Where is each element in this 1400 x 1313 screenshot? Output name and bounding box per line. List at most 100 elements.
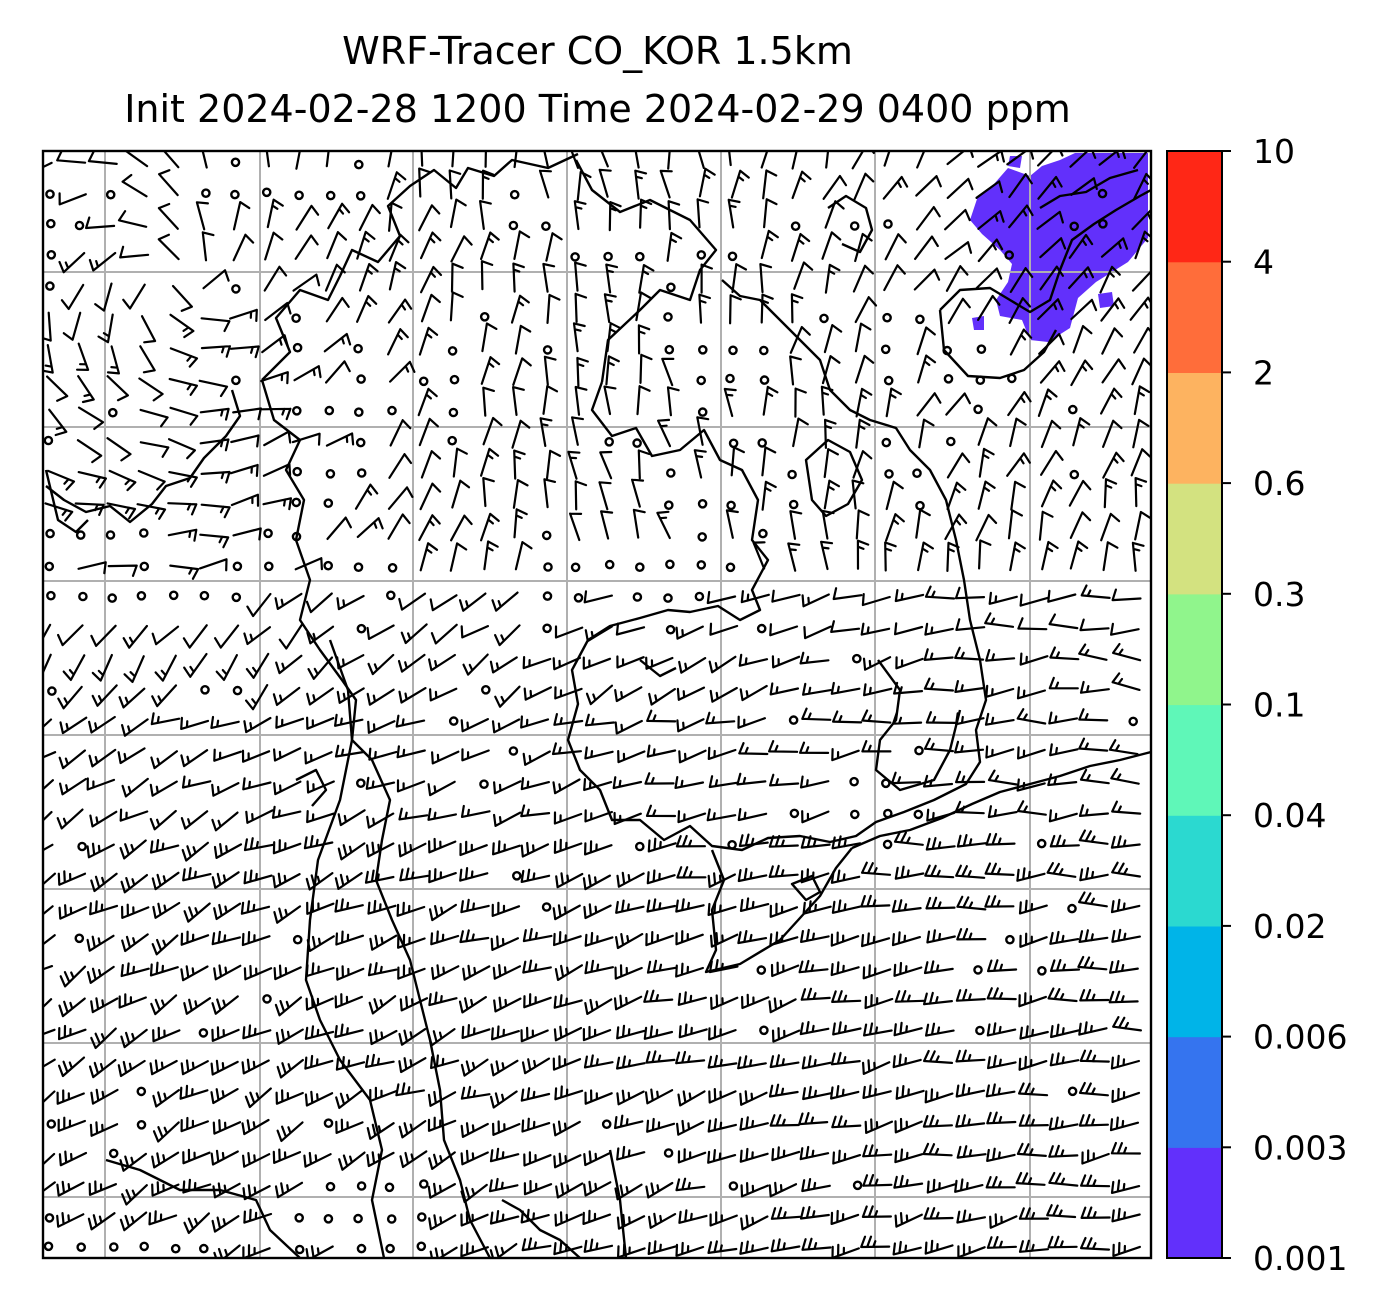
calm-wind-circle <box>356 623 367 634</box>
calm-wind-circle <box>1067 1086 1078 1097</box>
wind-barb <box>1110 1141 1141 1155</box>
wind-barb <box>830 620 861 633</box>
wind-barb <box>489 1090 518 1109</box>
wind-barb <box>356 517 384 538</box>
wind-barb <box>666 231 683 262</box>
wind-barb <box>365 776 396 790</box>
wind-barb <box>799 651 830 665</box>
wind-barb <box>854 354 875 384</box>
wind-barb <box>891 899 922 913</box>
wind-barb <box>245 684 269 711</box>
wind-barb <box>1078 929 1109 943</box>
wind-barb <box>1100 237 1129 258</box>
wind-barb <box>210 1149 239 1166</box>
wind-barb <box>1078 829 1109 845</box>
wind-barb <box>893 681 924 695</box>
calm-wind-circle <box>541 530 552 541</box>
wind-barb <box>1130 448 1151 477</box>
wind-barb <box>1078 891 1108 908</box>
wind-barb <box>212 1182 241 1199</box>
wind-barb <box>420 293 441 323</box>
wind-barb <box>944 513 968 541</box>
wind-barb <box>275 715 305 729</box>
wind-barb <box>1110 835 1141 849</box>
wind-barb <box>1111 928 1141 943</box>
calm-wind-circle <box>664 344 675 355</box>
wind-barb <box>522 928 553 943</box>
wind-barb <box>882 175 909 200</box>
wind-barb <box>583 1054 614 1069</box>
wind-barb <box>584 959 614 975</box>
wind-barb <box>97 313 114 344</box>
wind-barb <box>325 360 351 384</box>
wind-barb <box>862 1144 893 1158</box>
wind-barb <box>1018 1055 1048 1071</box>
wind-barb <box>645 931 674 947</box>
wind-barb <box>617 1243 646 1258</box>
wind-barb <box>659 169 673 199</box>
wind-barb <box>613 994 643 1011</box>
wind-barb <box>986 987 1017 1001</box>
wind-barb <box>854 232 873 263</box>
map-area <box>43 151 1151 1258</box>
calm-wind-circle <box>665 559 675 570</box>
colorbar-tick-label: 0.001 <box>1253 1239 1347 1278</box>
wind-barb <box>151 1181 180 1197</box>
wind-barb <box>366 1122 395 1140</box>
wind-barb <box>553 1025 583 1042</box>
calm-wind-circle <box>74 220 85 231</box>
wind-barb <box>851 479 865 510</box>
wind-barb <box>583 1150 612 1167</box>
wind-barb <box>615 622 646 636</box>
wind-barb <box>583 1238 614 1253</box>
wind-barb <box>1049 646 1080 661</box>
wind-barb <box>1040 419 1062 449</box>
calm-wind-circle <box>200 685 210 695</box>
wind-barb <box>1008 297 1032 324</box>
wind-barb <box>481 322 498 353</box>
wind-barb <box>1038 510 1054 541</box>
calm-wind-circle <box>543 562 553 572</box>
wind-barb <box>977 480 996 510</box>
wind-barb <box>792 417 809 448</box>
wind-barb <box>151 934 179 956</box>
calm-wind-circle <box>727 840 737 850</box>
wind-barb <box>182 1178 212 1194</box>
wind-barb <box>303 835 334 850</box>
wind-barb <box>676 686 706 701</box>
wind-barb <box>182 867 212 882</box>
wind-barb <box>387 513 411 540</box>
wind-barb <box>646 869 676 885</box>
wind-barb <box>740 1182 769 1198</box>
wind-barb <box>274 996 303 1017</box>
wind-barb <box>791 170 812 200</box>
wind-barb <box>801 1178 831 1193</box>
wind-barb <box>121 718 149 737</box>
wind-barb <box>801 593 830 608</box>
wind-barb <box>450 514 473 542</box>
wind-barb <box>598 168 612 198</box>
wind-barb <box>521 1237 552 1252</box>
wind-barb <box>554 686 583 700</box>
wind-barb <box>616 1145 646 1161</box>
wind-barb <box>1111 588 1142 602</box>
wind-barb <box>677 1090 706 1107</box>
wind-barb <box>677 991 707 1006</box>
wind-barb <box>213 748 242 762</box>
wind-barb <box>614 964 643 980</box>
wind-barb <box>800 987 831 1001</box>
wind-barb <box>922 1114 953 1128</box>
wind-barb <box>427 780 456 797</box>
wind-barb <box>89 810 118 828</box>
wind-barb <box>675 1050 706 1065</box>
wind-barb <box>789 326 811 354</box>
wind-barb <box>769 1114 800 1127</box>
wind-barb <box>582 1209 612 1225</box>
wind-barb <box>87 1212 116 1231</box>
wind-barb <box>645 1050 676 1064</box>
wind-barb <box>334 744 365 758</box>
wind-barb <box>676 866 707 879</box>
wind-barb <box>120 1028 148 1049</box>
wind-barb <box>119 808 149 822</box>
wind-barb <box>1039 265 1064 291</box>
